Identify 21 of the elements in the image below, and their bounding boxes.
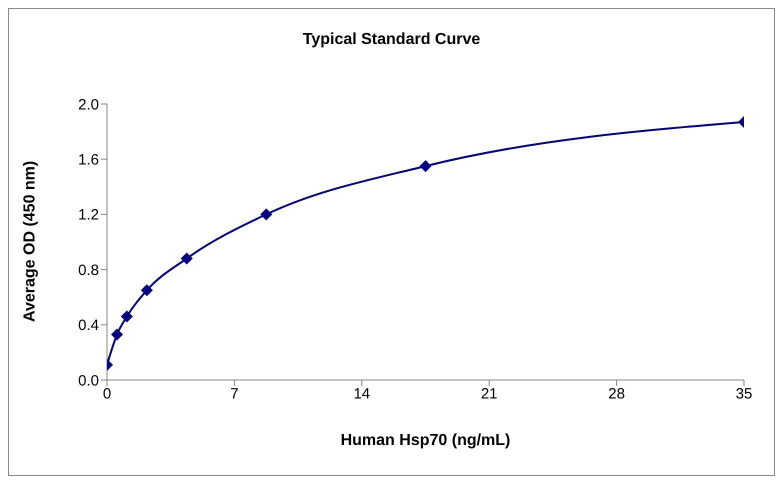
point (111, 328, 124, 340)
chart-title: Typical Standard Curve (302, 31, 482, 49)
point (420, 160, 432, 172)
y-tick-label: 0.8 (78, 262, 99, 279)
x-tick-label: 7 (230, 386, 239, 403)
y-tick-label: 0.4 (78, 317, 99, 334)
y-tick-label: 0.0 (78, 372, 99, 390)
y-axis-title: Average OD (450 nm) (22, 160, 39, 322)
y-tick-label: 1.2 (78, 206, 99, 224)
x-tick-label: 28 (608, 386, 625, 403)
point (140, 284, 153, 296)
x-tick-label: 35 (736, 386, 752, 403)
x-tick-label: 14 (353, 386, 370, 403)
x-axis-title: Human Hsp70 (ng/mL) (340, 432, 510, 449)
point (260, 208, 272, 220)
point (120, 310, 133, 323)
x-tick-label: 21 (480, 386, 498, 403)
point (180, 252, 193, 265)
y-tick-label: 1.6 (78, 152, 99, 169)
x-tick-label: 0 (102, 386, 112, 403)
y-tick-label: 2.0 (78, 96, 99, 114)
